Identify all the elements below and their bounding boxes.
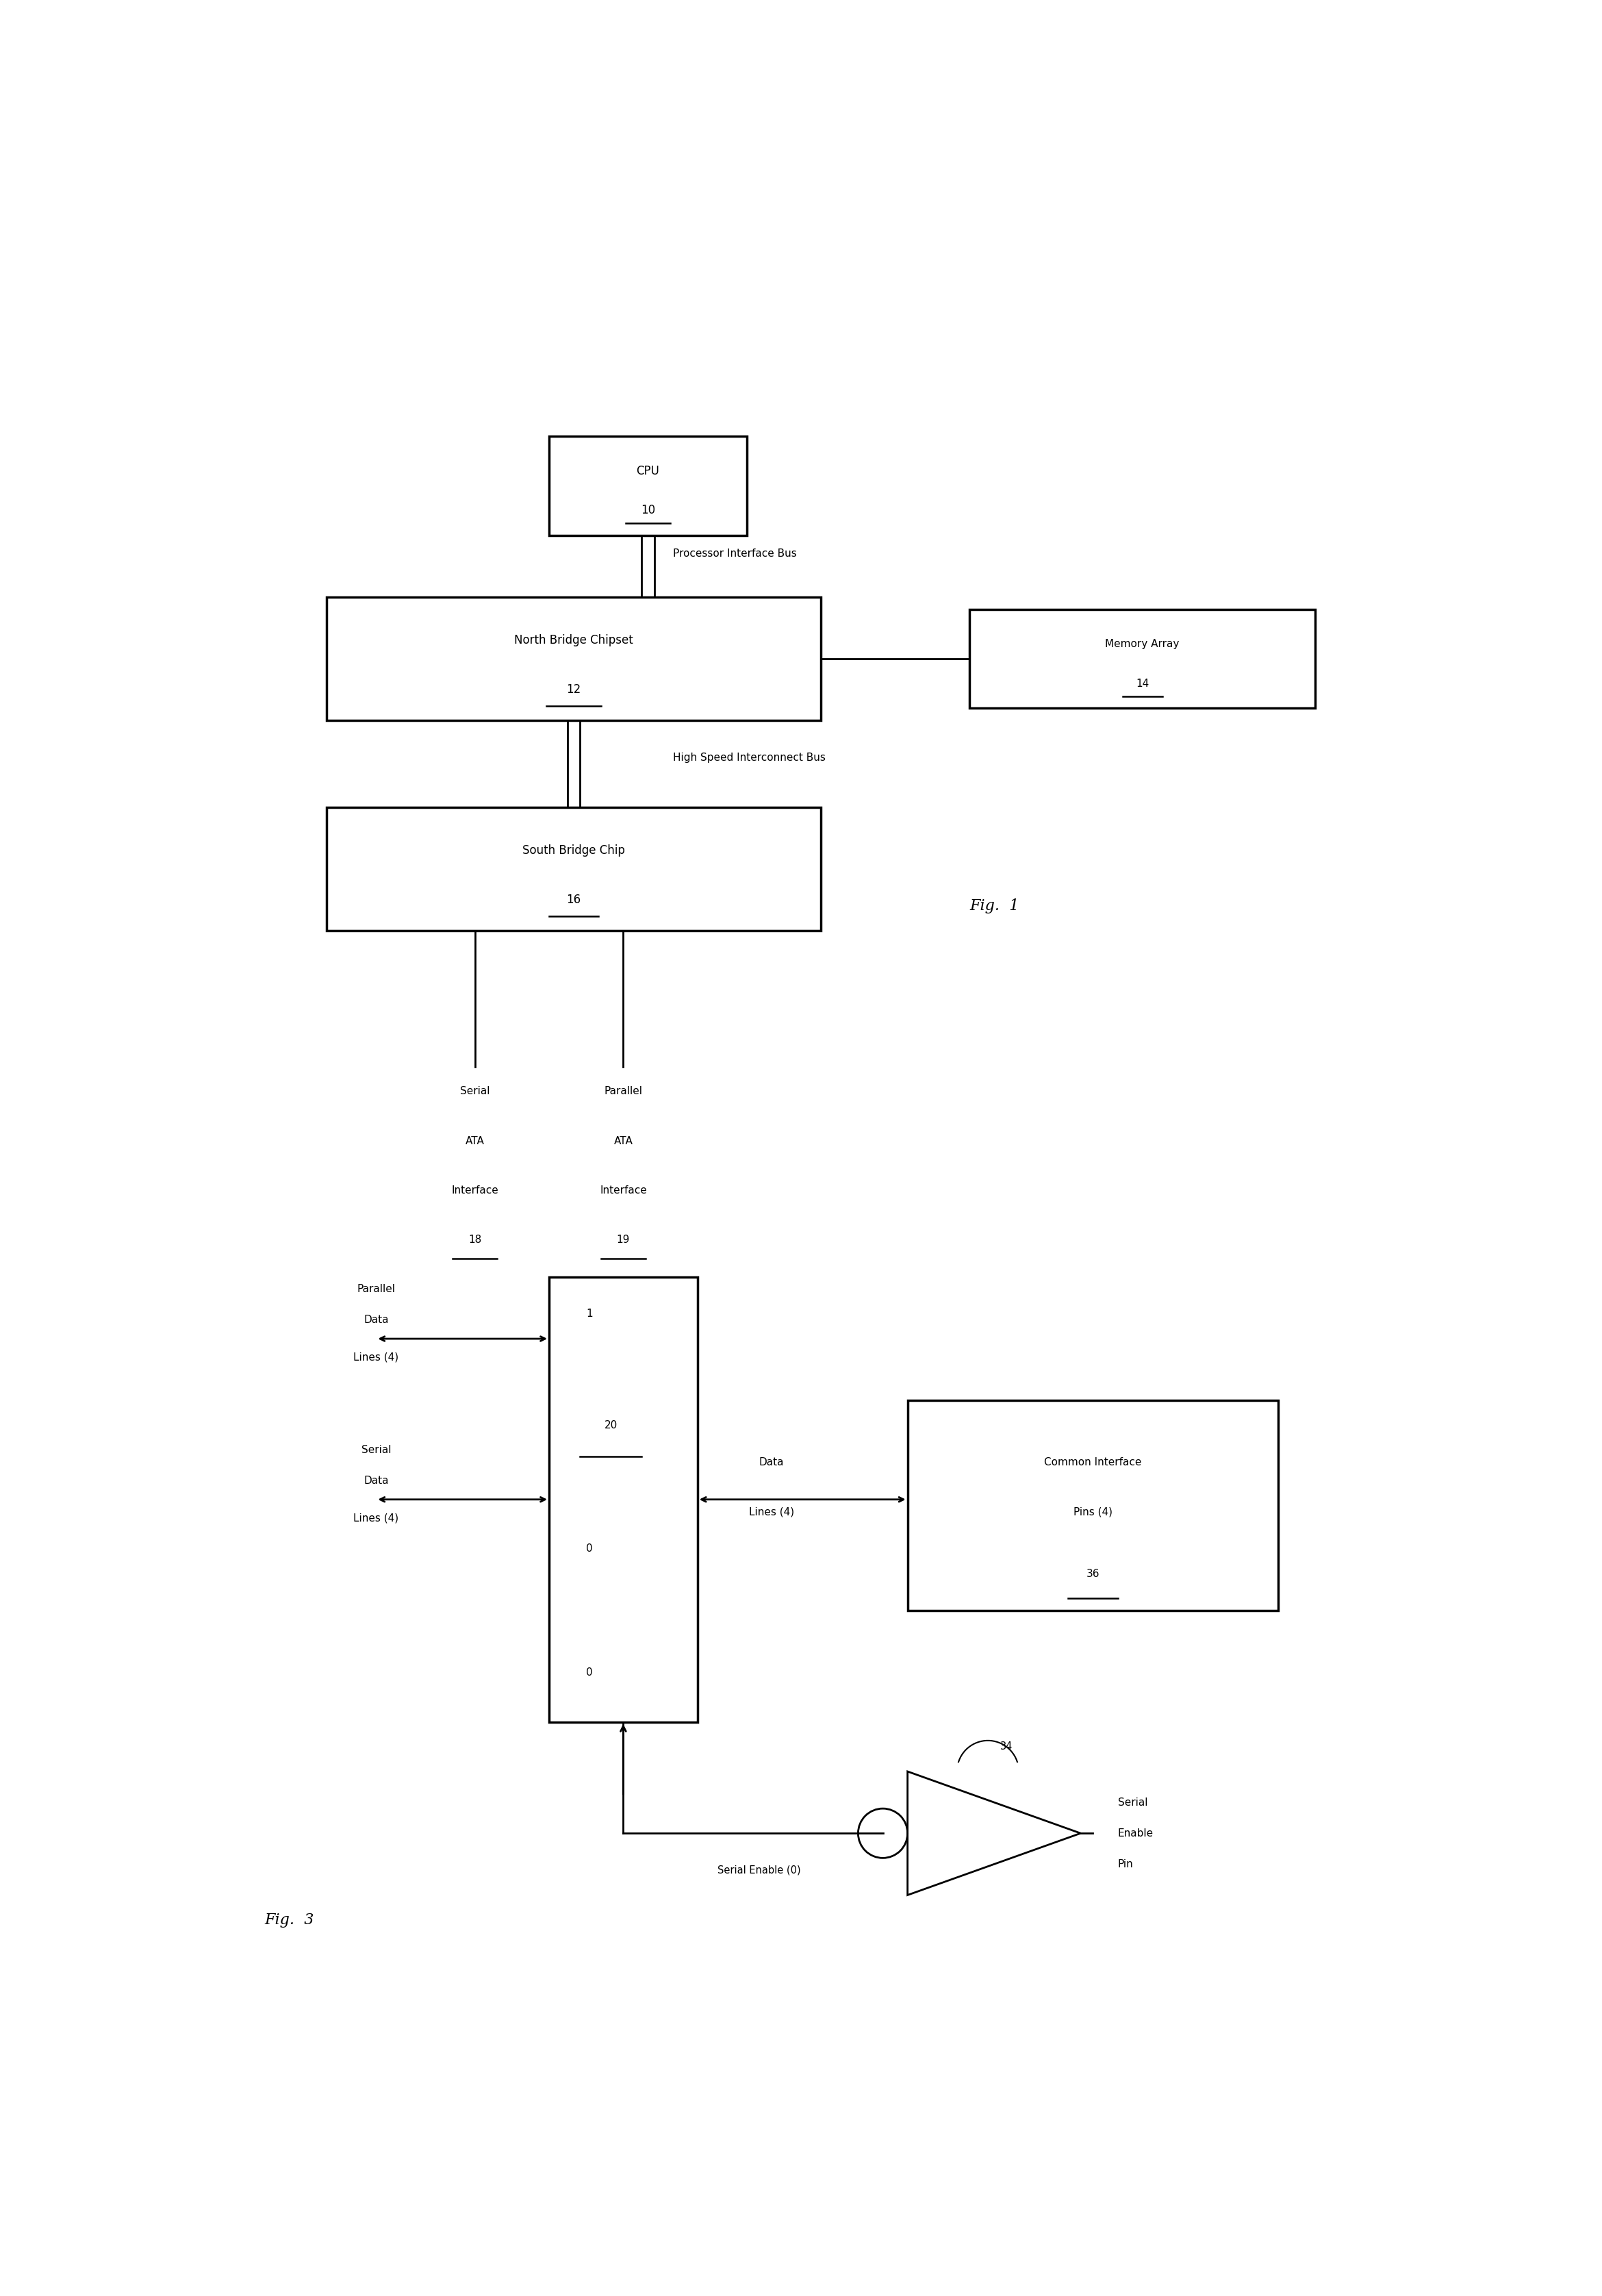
Text: Lines (4): Lines (4) [750,1506,795,1518]
Text: 0: 0 [586,1667,593,1678]
Text: Common Interface: Common Interface [1045,1458,1142,1467]
Text: 36: 36 [1086,1568,1099,1580]
Text: ATA: ATA [466,1137,484,1146]
Text: Processor Interface Bus: Processor Interface Bus [673,549,796,558]
Text: Data: Data [364,1476,389,1486]
Text: Serial: Serial [1118,1798,1147,1807]
Text: Parallel: Parallel [604,1086,642,1097]
Text: Parallel: Parallel [357,1283,396,1295]
Text: 34: 34 [1000,1743,1012,1752]
Text: Enable: Enable [1118,1828,1153,1839]
Text: Pin: Pin [1118,1860,1133,1869]
Text: 18: 18 [468,1235,482,1244]
Text: Interface: Interface [452,1185,498,1196]
Text: Memory Array: Memory Array [1105,638,1179,650]
Text: Fig.  3: Fig. 3 [264,1913,314,1926]
Text: 14: 14 [1136,677,1149,689]
Bar [908,1401,1278,1612]
Text: 19: 19 [617,1235,630,1244]
Text: Lines (4): Lines (4) [354,1352,399,1362]
Text: 1: 1 [586,1309,593,1320]
Text: Serial: Serial [360,1444,391,1456]
Text: Interface: Interface [599,1185,647,1196]
Text: 20: 20 [604,1421,617,1430]
Text: ATA: ATA [614,1137,633,1146]
Text: South Bridge Chip: South Bridge Chip [522,845,625,856]
Text: CPU: CPU [636,464,660,478]
Text: 16: 16 [567,893,582,907]
Bar [969,608,1315,707]
Bar [327,808,820,930]
Text: Serial: Serial [460,1086,490,1097]
Text: Fig.  1: Fig. 1 [969,898,1019,914]
Text: High Speed Interconnect Bus: High Speed Interconnect Bus [673,753,825,762]
Text: 0: 0 [586,1543,593,1554]
Text: 12: 12 [567,684,582,696]
Bar [549,436,747,535]
Text: Pins (4): Pins (4) [1073,1506,1112,1518]
Bar [327,597,820,721]
Text: Serial Enable (0): Serial Enable (0) [718,1864,801,1876]
Text: 10: 10 [641,505,655,517]
Text: Data: Data [759,1458,783,1467]
Text: Lines (4): Lines (4) [354,1513,399,1522]
Text: Data: Data [364,1316,389,1325]
Text: North Bridge Chipset: North Bridge Chipset [514,634,633,647]
Bar [549,1277,697,1722]
